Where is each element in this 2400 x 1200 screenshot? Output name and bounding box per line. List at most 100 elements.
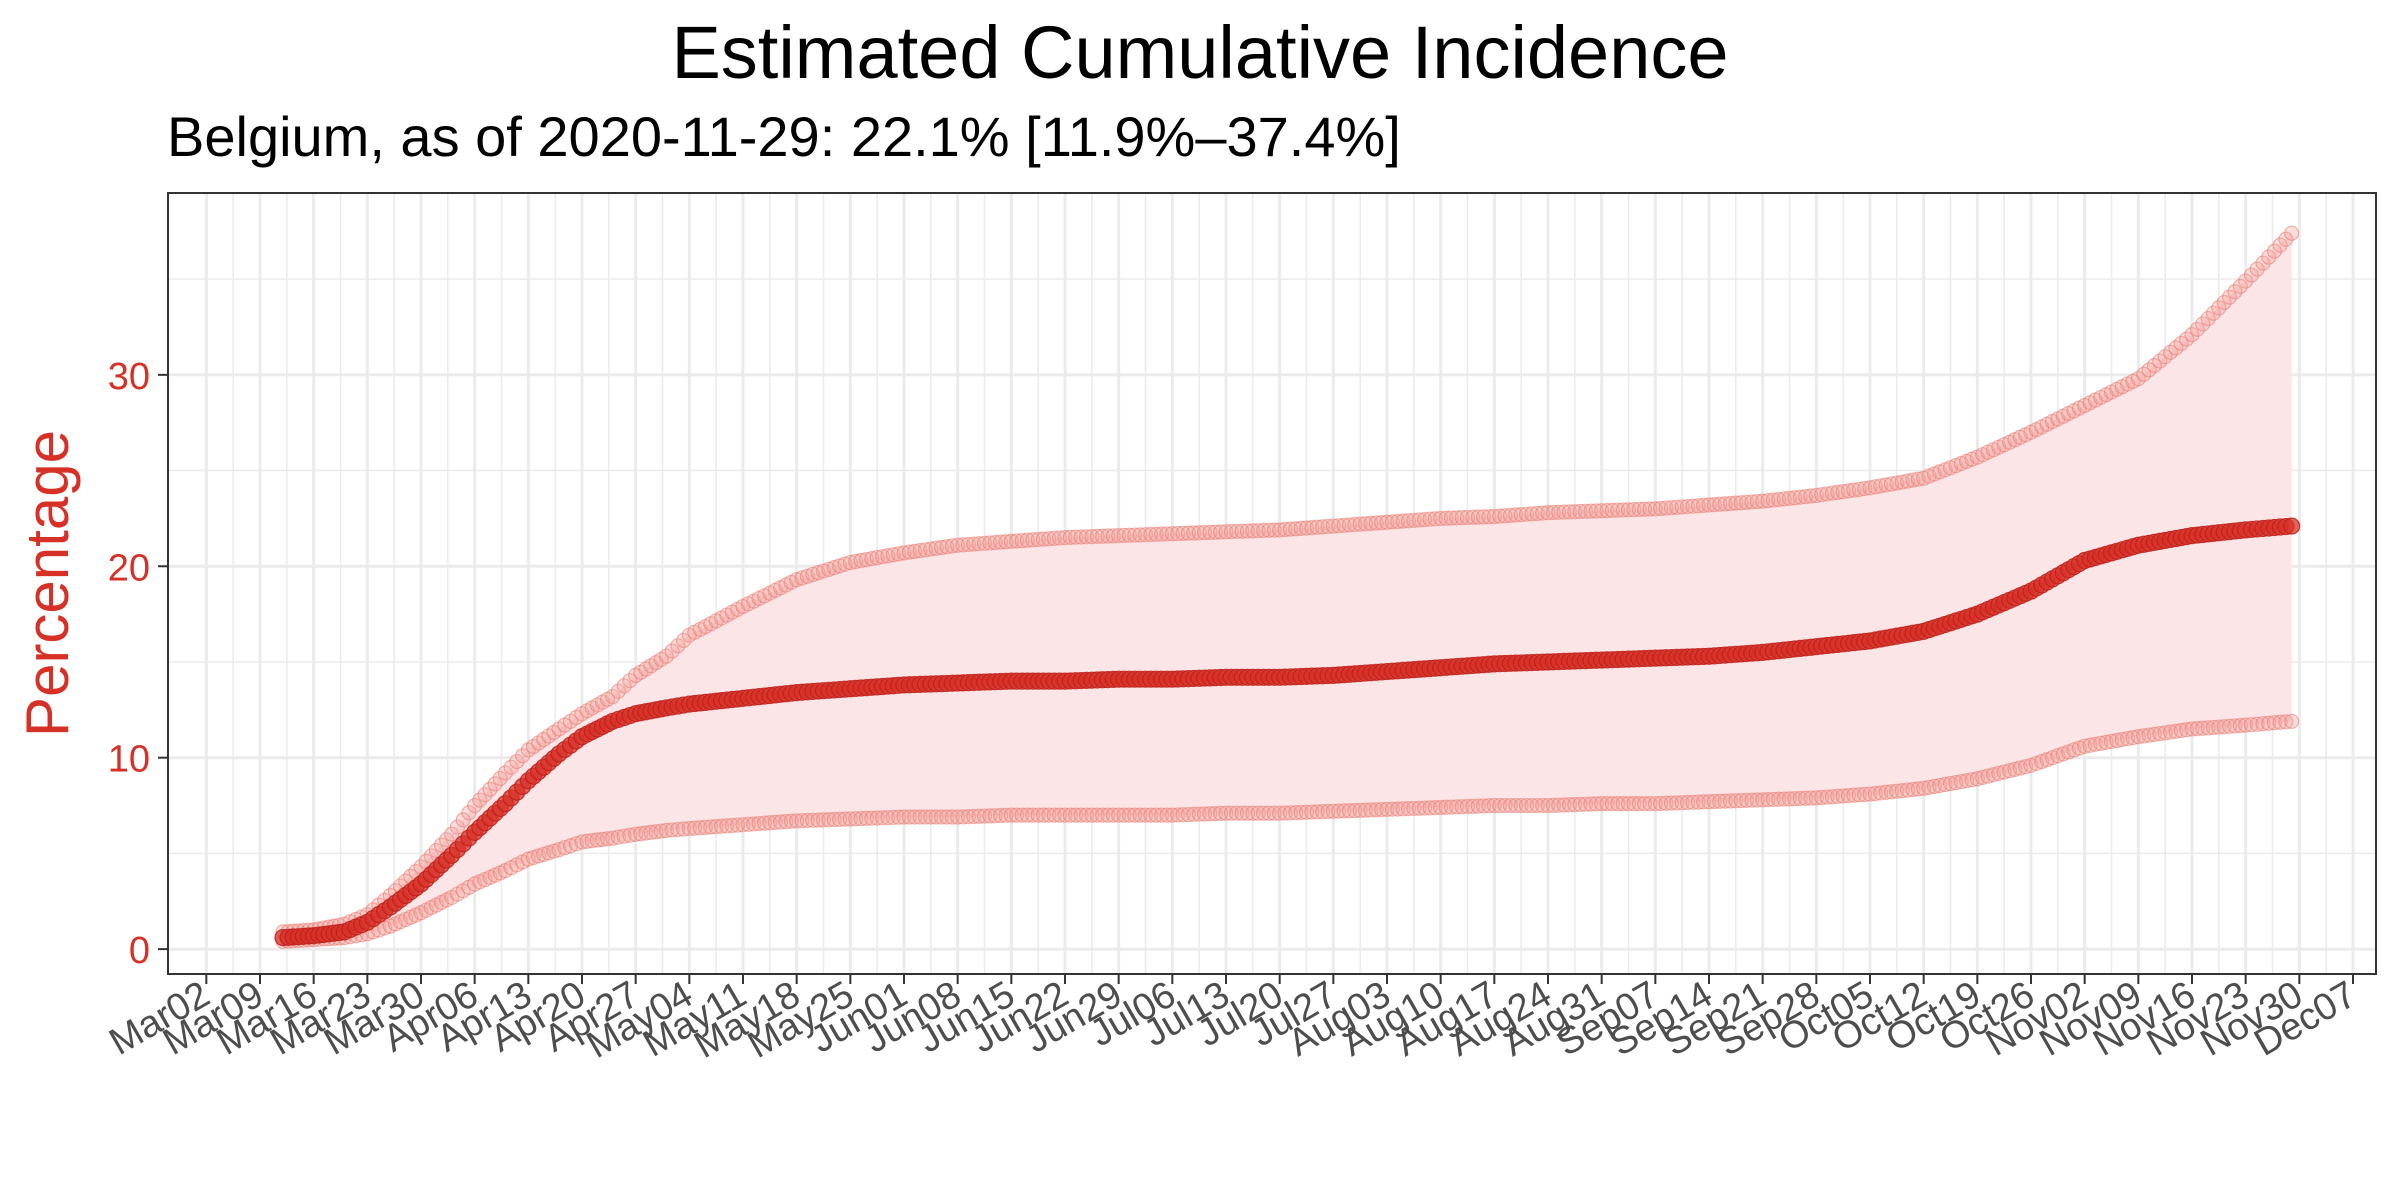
upper-bound-point (1588, 503, 1604, 519)
upper-bound-point (955, 537, 971, 553)
lower-bound-point (1497, 797, 1513, 814)
upper-bound-point (1009, 533, 1025, 549)
upper-bound-point (1749, 493, 1765, 510)
lower-bound-point (1100, 807, 1116, 823)
lower-bound-point (837, 811, 853, 827)
lower-bound-point (1535, 797, 1551, 814)
upper-bound-point (1502, 507, 1519, 523)
lower-bound-point (1717, 793, 1733, 809)
lower-bound-point (1486, 797, 1502, 814)
upper-bound-point (1604, 502, 1621, 518)
upper-bound-point (1357, 516, 1374, 532)
upper-bound-point (1610, 502, 1626, 518)
lower-bound-point (853, 810, 869, 827)
lower-bound-point (1894, 783, 1910, 799)
lower-bound-point (1502, 797, 1519, 814)
lower-bound-point (1518, 797, 1535, 814)
lower-bound-point (1148, 807, 1164, 823)
lower-bound-point (1808, 790, 1824, 806)
lower-bound-point (746, 816, 762, 832)
lower-bound-point (762, 815, 778, 831)
lower-bound-point (1696, 794, 1712, 810)
upper-bound-point (1706, 497, 1722, 513)
upper-bound-point (1255, 522, 1272, 539)
lower-bound-point (1068, 807, 1084, 823)
upper-bound-point (1180, 525, 1197, 541)
lower-bound-point (1352, 802, 1368, 818)
lower-bound-point (599, 831, 616, 847)
upper-bound-point (1164, 526, 1180, 542)
upper-bound-point (1583, 503, 1599, 519)
lower-bound-point (1009, 807, 1025, 823)
lower-bound-point (2261, 715, 2277, 731)
lower-bound-point (1851, 787, 1867, 803)
lower-bound-point (1272, 805, 1288, 821)
upper-bound-point (1298, 520, 1315, 536)
upper-bound-point (2272, 237, 2288, 253)
lower-bound-point (1615, 796, 1631, 812)
upper-bound-point (1341, 517, 1358, 533)
upper-bound-point (2284, 225, 2300, 241)
lower-bound-point (966, 808, 982, 825)
upper-bound-point (1738, 494, 1755, 510)
upper-bound-point (1497, 508, 1513, 524)
lower-bound-point (1395, 801, 1411, 817)
lower-bound-point (778, 814, 794, 830)
upper-bound-point (1486, 508, 1502, 525)
upper-bound-point (675, 632, 692, 649)
lower-bound-point (1003, 807, 1019, 823)
upper-bound-point (1572, 503, 1588, 520)
upper-bound-point (998, 534, 1014, 550)
upper-bound-point (1712, 496, 1728, 512)
upper-bound-point (1111, 528, 1127, 544)
lower-bound-point (719, 818, 735, 834)
lower-bound-point (831, 811, 848, 827)
upper-bound-point (1035, 531, 1052, 547)
upper-bound-point (1508, 507, 1524, 523)
upper-bound-point (1239, 523, 1256, 539)
lower-bound-point (848, 811, 864, 827)
chart-subtitle: Belgium, as of 2020-11-29: 22.1% [11.9%–… (167, 105, 1401, 168)
lower-bound-point (1433, 799, 1449, 816)
lower-bound-point (1218, 805, 1234, 821)
upper-bound-point (1679, 498, 1696, 515)
lower-bound-point (826, 811, 842, 828)
lower-bound-point (1572, 796, 1588, 813)
upper-bound-point (1046, 530, 1062, 546)
x-axis: Mar02Mar09Mar16Mar23Mar30Apr06Apr13Apr20… (103, 973, 2364, 1066)
lower-bound-point (1443, 799, 1460, 815)
lower-bound-point (1760, 792, 1776, 808)
upper-bound-point (2255, 255, 2271, 271)
lower-bound-point (1170, 807, 1186, 823)
lower-bound-point (2179, 722, 2195, 738)
lower-bound-point (1658, 795, 1674, 811)
upper-bound-point (1073, 529, 1089, 545)
lower-bound-point (1744, 792, 1760, 808)
lower-bound-point (815, 812, 832, 828)
lower-bound-point (1213, 805, 1229, 821)
lower-bound-point (1626, 796, 1642, 812)
lower-bound-point (708, 819, 724, 835)
lower-bound-point (1642, 796, 1658, 812)
lower-bound-point (1583, 796, 1599, 812)
lower-bound-point (928, 809, 944, 825)
lower-bound-point (1363, 802, 1379, 818)
upper-bound-point (610, 683, 627, 699)
lower-bound-point (1814, 789, 1830, 806)
upper-bound-point (1636, 501, 1653, 517)
lower-bound-point (1266, 805, 1282, 821)
lower-bound-point (610, 829, 627, 845)
upper-bound-point (1615, 502, 1631, 518)
upper-bound-point (1755, 493, 1771, 509)
upper-bound-point (1094, 528, 1111, 544)
upper-bound-point (1400, 513, 1417, 529)
lower-bound-point (976, 808, 993, 824)
upper-bound-point (1492, 508, 1508, 524)
upper-bound-point (1089, 528, 1105, 545)
upper-bound-point (1153, 526, 1170, 542)
lower-bound-point (1824, 789, 1841, 805)
lower-bound-point (1406, 800, 1422, 817)
estimate-point (2283, 517, 2301, 535)
lower-bound-point (1840, 787, 1857, 804)
upper-bound-point (605, 688, 621, 705)
